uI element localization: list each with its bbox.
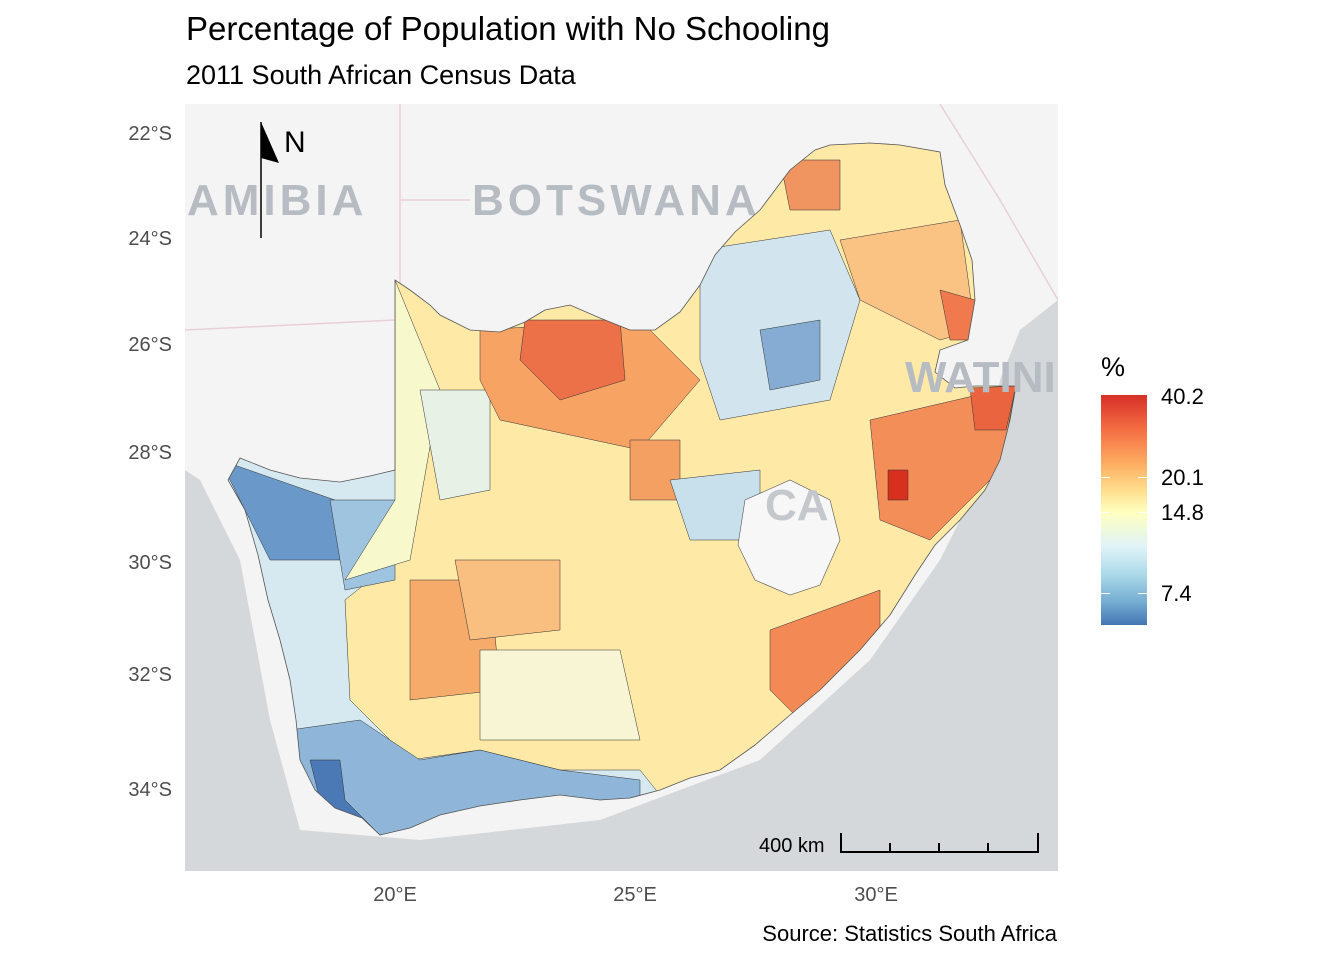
y-tick: 34°S — [128, 779, 172, 801]
legend-label: 14.8 — [1161, 500, 1204, 525]
y-tick: 30°S — [128, 552, 172, 574]
legend-tick — [1101, 477, 1147, 478]
y-tick: 22°S — [128, 123, 172, 145]
map-panel: AMIBIA BOTSWANA — [185, 104, 1058, 871]
label-namibia: AMIBIA — [187, 176, 367, 225]
legend-colorbar — [1101, 395, 1147, 625]
label-south-africa-partial: CA — [765, 481, 829, 530]
legend-tick — [1101, 512, 1147, 513]
y-tick: 26°S — [128, 334, 172, 356]
country-borders — [185, 104, 1058, 331]
scale-bar — [840, 833, 1039, 853]
lesotho — [737, 479, 841, 596]
x-tick: 25°E — [613, 884, 657, 906]
label-eswatini: WATINI — [905, 353, 1056, 402]
map-svg: AMIBIA BOTSWANA — [185, 104, 1058, 871]
chart-title: Percentage of Population with No Schooli… — [186, 10, 830, 47]
label-botswana: BOTSWANA — [472, 176, 761, 225]
legend-tick — [1101, 593, 1147, 594]
legend-label: 7.4 — [1161, 581, 1192, 606]
north-arrow-label: N — [284, 126, 306, 159]
caption: Source: Statistics South Africa — [762, 921, 1057, 946]
scale-bar-label: 400 km — [759, 835, 825, 857]
legend-label: 20.1 — [1161, 465, 1204, 490]
y-tick: 32°S — [128, 664, 172, 686]
north-arrow: N — [260, 122, 306, 238]
chart-subtitle: 2011 South African Census Data — [186, 60, 576, 90]
legend-label: 40.2 — [1161, 384, 1204, 409]
x-tick: 20°E — [373, 884, 417, 906]
y-tick: 28°S — [128, 442, 172, 464]
legend-title: % — [1101, 352, 1126, 382]
x-tick: 30°E — [854, 884, 898, 906]
y-tick: 24°S — [128, 228, 172, 250]
